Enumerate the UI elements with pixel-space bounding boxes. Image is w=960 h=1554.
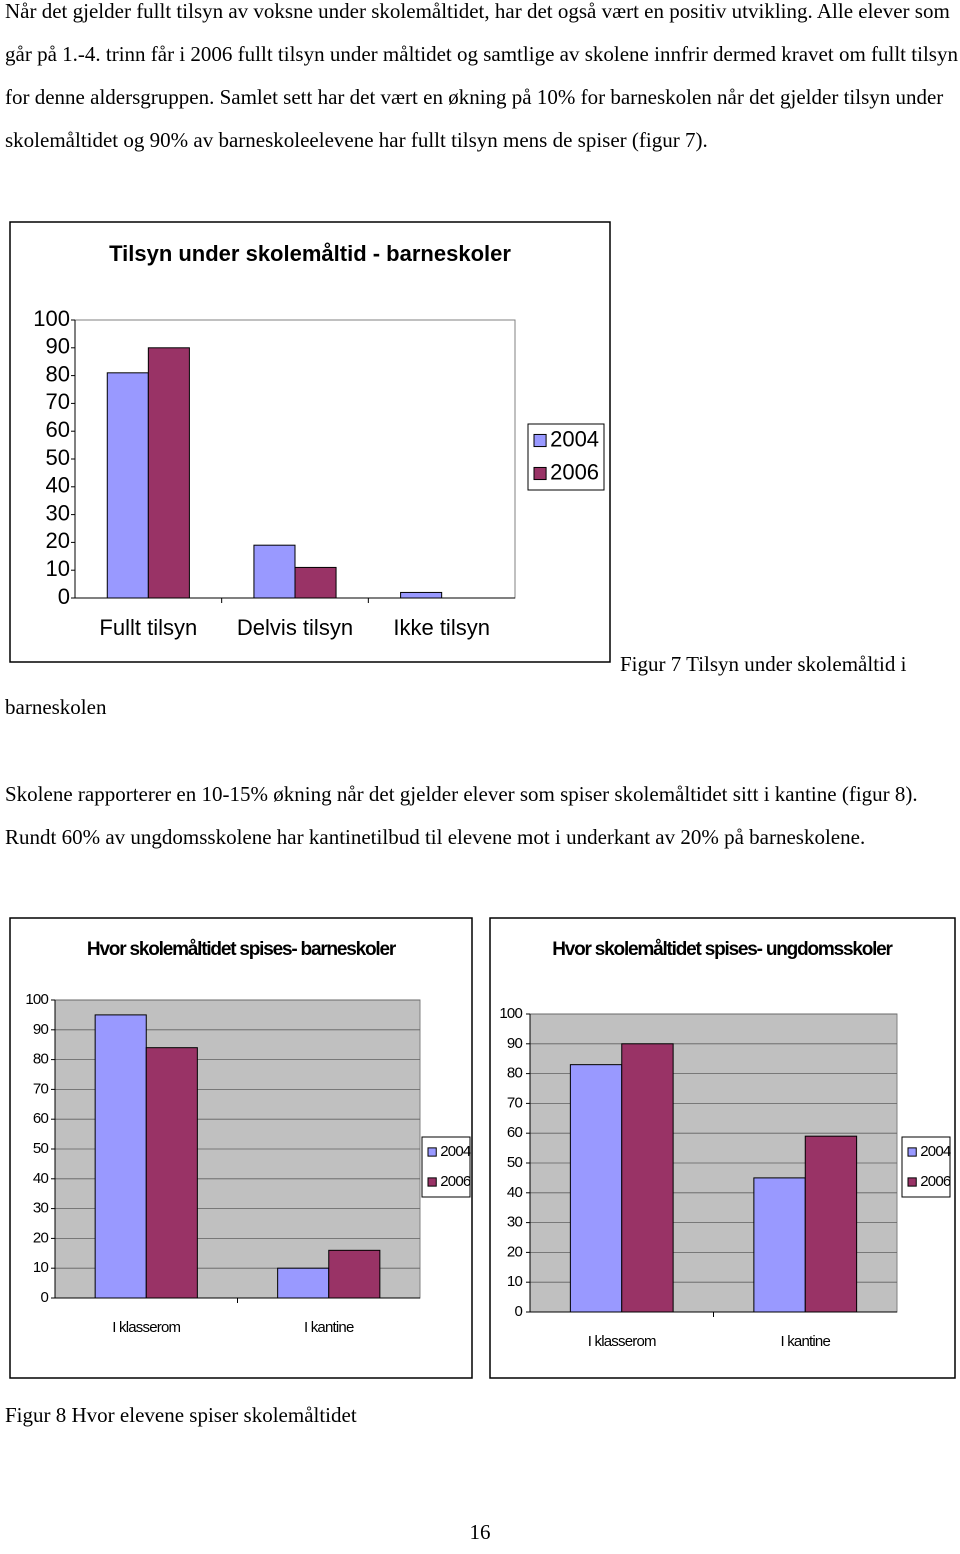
y-tick-label: 100 (25, 991, 48, 1008)
x-tick-label: Ikke tilsyn (393, 615, 490, 640)
bar (400, 591, 443, 599)
y-tick-label: 90 (46, 334, 70, 359)
y-tick-label: 70 (507, 1094, 523, 1111)
bar (621, 1043, 674, 1313)
y-tick-label: 90 (33, 1021, 49, 1038)
y-tick-label: 0 (40, 1289, 48, 1306)
chart-title: Hvor skolemåltidet spises- ungdomsskoler (552, 939, 893, 960)
y-tick-label: 100 (33, 306, 70, 331)
y-tick-label: 20 (46, 528, 70, 553)
legend-label: 2004 (550, 426, 599, 451)
y-tick-label: 20 (507, 1243, 523, 1260)
y-tick-label: 50 (33, 1140, 49, 1157)
y-tick-label: 80 (46, 361, 70, 386)
y-tick-label: 10 (33, 1259, 49, 1276)
y-tick-label: 70 (46, 389, 70, 414)
x-tick-label: I kantine (304, 1319, 354, 1336)
y-tick-label: 80 (507, 1065, 523, 1082)
figure-caption: Figur 7 Tilsyn under skolemåltid i barne… (5, 652, 907, 719)
bar (145, 1047, 198, 1299)
legend-swatch (533, 466, 547, 481)
y-tick-label: 70 (33, 1080, 49, 1097)
y-tick-label: 40 (33, 1170, 49, 1187)
y-tick-label: 50 (46, 445, 70, 470)
bar (147, 347, 190, 599)
bar (804, 1135, 858, 1313)
paragraph: Skolene rapporterer en 10-15% økning når… (5, 782, 918, 849)
bar (277, 1267, 330, 1299)
x-tick-label: I klasserom (112, 1319, 180, 1336)
figure-caption: Figur 8 Hvor elevene spiser skolemåltide… (5, 1403, 357, 1427)
y-tick-label: 40 (46, 473, 70, 498)
x-tick-label: Fullt tilsyn (99, 615, 197, 640)
x-tick-label: I kantine (780, 1333, 830, 1350)
y-tick-label: 20 (33, 1229, 49, 1246)
y-tick-label: 10 (507, 1273, 523, 1290)
paragraph: Når det gjelder fullt tilsyn av voksne u… (5, 0, 958, 152)
y-tick-label: 60 (33, 1110, 49, 1127)
bar (253, 544, 296, 599)
legend-label: 2004 (440, 1143, 471, 1160)
y-tick-label: 40 (507, 1184, 523, 1201)
legend-swatch (907, 1147, 917, 1157)
legend-box (421, 1136, 471, 1198)
y-tick-label: 100 (499, 1005, 522, 1022)
bar (106, 372, 149, 599)
y-tick-label: 90 (507, 1035, 523, 1052)
y-tick-label: 60 (46, 417, 70, 442)
legend-swatch (427, 1177, 437, 1187)
bar (328, 1249, 381, 1299)
y-tick-label: 30 (507, 1214, 523, 1231)
y-tick-label: 0 (58, 584, 70, 609)
x-tick-label: Delvis tilsyn (237, 615, 353, 640)
legend-swatch (907, 1177, 917, 1187)
y-tick-label: 30 (46, 500, 70, 525)
x-tick-label: I klasserom (588, 1333, 656, 1350)
legend-label: 2006 (550, 459, 599, 484)
bar (294, 566, 337, 599)
bar (753, 1177, 806, 1313)
legend-box (901, 1136, 951, 1198)
y-tick-label: 80 (33, 1051, 49, 1068)
y-tick-label: 50 (507, 1154, 523, 1171)
legend-label: 2006 (440, 1173, 471, 1190)
y-tick-label: 30 (33, 1200, 49, 1217)
bar (94, 1014, 147, 1299)
chart-title: Tilsyn under skolemåltid - barneskoler (109, 241, 511, 266)
legend-swatch (533, 433, 547, 448)
y-tick-label: 0 (514, 1303, 522, 1320)
y-tick-label: 60 (507, 1124, 523, 1141)
chart-title: Hvor skolemåltidet spises- barneskoler (87, 939, 397, 960)
legend-swatch (427, 1147, 437, 1157)
bar (569, 1064, 623, 1313)
legend-label: 2006 (920, 1173, 951, 1190)
y-tick-label: 10 (46, 556, 70, 581)
page-number: 16 (469, 1520, 491, 1544)
legend-label: 2004 (920, 1143, 951, 1160)
